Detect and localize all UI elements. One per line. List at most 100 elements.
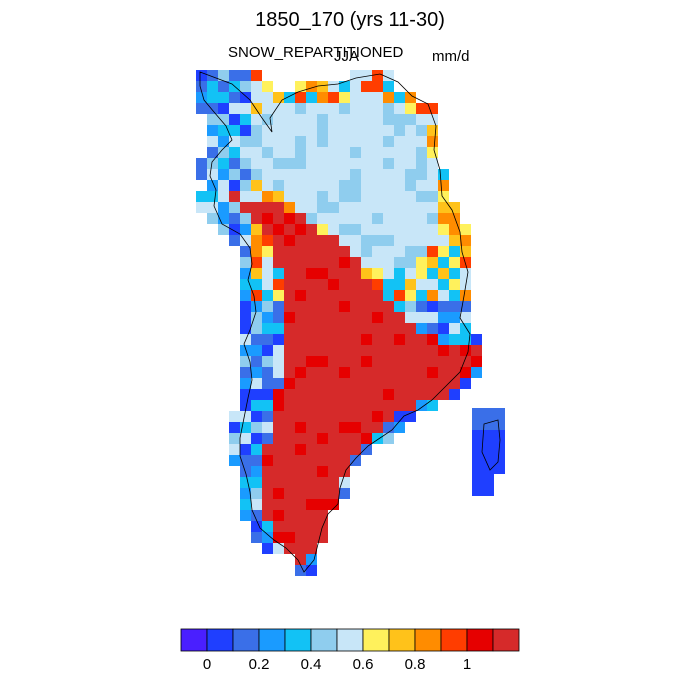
map-grid-cell: [317, 257, 328, 268]
map-grid-cell: [273, 301, 284, 312]
colorbar-swatch: [180, 628, 208, 652]
map-grid-cell: [229, 202, 240, 213]
map-grid-cell: [196, 158, 207, 169]
map-grid-cell: [262, 202, 273, 213]
map-grid-cell: [383, 389, 394, 400]
coastline: [199, 71, 471, 573]
map-grid-cell: [262, 466, 273, 477]
map-grid-cell: [218, 224, 229, 235]
map-grid-cell: [295, 477, 306, 488]
map-grid-cell: [229, 191, 240, 202]
map-grid-cell: [262, 290, 273, 301]
map-grid-cell: [251, 70, 262, 81]
map-grid-cell: [273, 191, 284, 202]
map-grid-cell: [328, 466, 339, 477]
map-grid-cell: [251, 180, 262, 191]
map-grid-cell: [306, 235, 317, 246]
map-grid-cell: [251, 323, 262, 334]
map-grid-cell: [295, 510, 306, 521]
map-grid-cell: [405, 345, 416, 356]
map-grid-cell: [339, 422, 350, 433]
map-grid-cell: [207, 180, 218, 191]
map-grid-cell: [416, 367, 427, 378]
map-grid-cell: [372, 125, 383, 136]
map-grid-cell: [339, 367, 350, 378]
map-grid-cell: [306, 433, 317, 444]
map-grid-cell: [339, 147, 350, 158]
map-grid-cell: [328, 422, 339, 433]
colorbar-tick-label: 0.2: [248, 656, 270, 673]
map-grid-cell: [295, 158, 306, 169]
map-grid-cell: [405, 290, 416, 301]
map-grid-cell: [295, 411, 306, 422]
map-grid-cell: [350, 246, 361, 257]
map-grid-cell: [416, 279, 427, 290]
map-grid-cell: [394, 180, 405, 191]
map-grid-cell: [229, 92, 240, 103]
colorbar-swatch: [336, 628, 364, 652]
map-grid-cell: [317, 389, 328, 400]
map-grid-cell: [240, 114, 251, 125]
map-grid-cell: [328, 334, 339, 345]
map-grid-cell: [339, 235, 350, 246]
map-grid-cell: [339, 345, 350, 356]
map-grid-cell: [284, 466, 295, 477]
map-grid-cell: [339, 323, 350, 334]
map-grid-cell: [273, 455, 284, 466]
map-grid-cell: [405, 125, 416, 136]
map-grid-cell: [350, 279, 361, 290]
map-grid-cell: [262, 477, 273, 488]
map-grid-cell: [372, 81, 383, 92]
map-grid-cell: [284, 521, 295, 532]
map-grid-cell: [427, 378, 438, 389]
map-grid-cell: [251, 488, 262, 499]
map-grid-cell: [262, 378, 273, 389]
map-grid-cell: [460, 356, 471, 367]
map-grid-cell: [361, 246, 372, 257]
map-grid-cell: [394, 367, 405, 378]
map-grid-cell: [361, 81, 372, 92]
map-grid-cell: [460, 323, 471, 334]
map-grid-cell: [240, 400, 251, 411]
map-grid-cell: [284, 477, 295, 488]
map-grid-cell: [207, 213, 218, 224]
map-grid-cell: [317, 92, 328, 103]
map-grid-cell: [207, 114, 218, 125]
map-grid-cell: [306, 367, 317, 378]
map-grid-cell: [339, 246, 350, 257]
map-grid-cell: [317, 81, 328, 92]
map-grid-cell: [273, 103, 284, 114]
map-grid-cell: [262, 235, 273, 246]
map-grid-cell: [361, 158, 372, 169]
map-grid-cell: [284, 488, 295, 499]
map-grid-cell: [240, 444, 251, 455]
map-grid-cell: [284, 499, 295, 510]
map-grid-cell: [394, 191, 405, 202]
map-grid-cell: [383, 70, 394, 81]
map-grid-cell: [306, 444, 317, 455]
map-grid-cell: [251, 312, 262, 323]
map-grid-cell: [251, 257, 262, 268]
map-grid-cell: [350, 158, 361, 169]
map-grid-cell: [483, 408, 494, 419]
map-grid-cell: [207, 103, 218, 114]
map-grid-cell: [339, 466, 350, 477]
map-grid-cell: [350, 433, 361, 444]
map-grid-cell: [438, 378, 449, 389]
map-grid-cell: [405, 169, 416, 180]
map-grid-cell: [339, 92, 350, 103]
map-grid-cell: [449, 202, 460, 213]
map-grid-cell: [262, 312, 273, 323]
map-grid-cell: [383, 290, 394, 301]
map-grid-cell: [262, 356, 273, 367]
map-grid-cell: [405, 389, 416, 400]
variable-label: SNOW_REPARTITIONED: [228, 44, 404, 61]
map-grid-cell: [472, 463, 483, 474]
map-grid-cell: [361, 345, 372, 356]
map-grid-cell: [449, 389, 460, 400]
map-grid-cell: [438, 345, 449, 356]
map-grid-cell: [394, 323, 405, 334]
map-grid-cell: [273, 125, 284, 136]
map-grid-cell: [394, 125, 405, 136]
map-grid-cell: [306, 81, 317, 92]
